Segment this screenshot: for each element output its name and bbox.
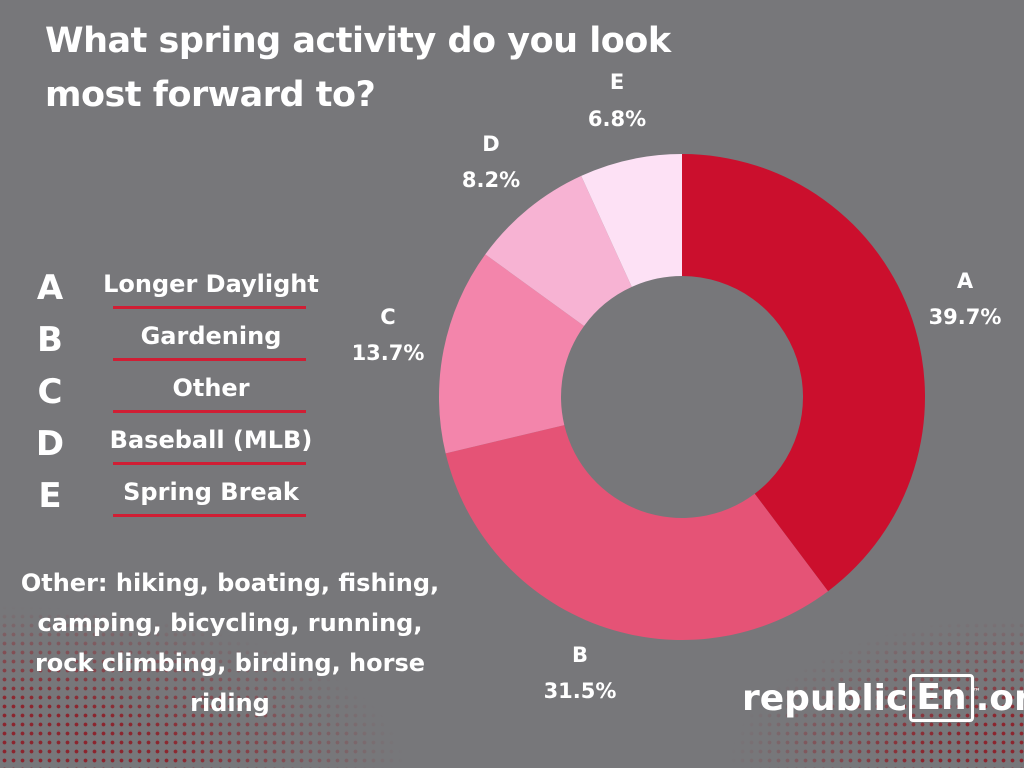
- legend-label: Gardening: [140, 322, 282, 350]
- slice-value-label-c: 13.7%: [352, 341, 425, 365]
- legend-item-e: E Spring Break: [30, 476, 330, 528]
- slice-value-label-e: 6.8%: [588, 107, 646, 131]
- legend-letter: E: [38, 476, 62, 516]
- legend-underline: [113, 306, 306, 309]
- donut-slice-c: [439, 254, 585, 454]
- legend-label: Other: [172, 374, 250, 402]
- slice-value-label-d: 8.2%: [462, 168, 520, 192]
- brand-logo: republic En ™ .org: [742, 670, 1024, 726]
- slice-label-c: C: [380, 305, 395, 329]
- slice-label-b: B: [572, 643, 588, 667]
- legend: A Longer Daylight B Gardening C Other D …: [30, 268, 330, 528]
- donut-slice-e: [581, 154, 682, 287]
- legend-item-b: B Gardening: [30, 320, 330, 372]
- legend-item-c: C Other: [30, 372, 330, 424]
- legend-label: Spring Break: [123, 478, 299, 506]
- legend-underline: [113, 410, 306, 413]
- legend-letter: D: [35, 424, 65, 464]
- slice-value-label-a: 39.7%: [929, 305, 1002, 329]
- legend-label: Longer Daylight: [103, 270, 319, 298]
- legend-underline: [113, 462, 306, 465]
- slice-label-a: A: [957, 269, 974, 293]
- slice-label-d: D: [482, 132, 499, 156]
- legend-letter: A: [36, 268, 64, 308]
- legend-item-d: D Baseball (MLB): [30, 424, 330, 476]
- brand-prefix: republic: [742, 677, 908, 719]
- other-activities-note: Other: hiking, boating, fishing, camping…: [20, 569, 440, 717]
- chart-title: What spring activity do you look most fo…: [45, 21, 671, 115]
- brand-boxed-text: En ™: [909, 674, 981, 722]
- slice-label-e: E: [610, 70, 624, 94]
- legend-item-a: A Longer Daylight: [30, 268, 330, 320]
- legend-label: Baseball (MLB): [109, 426, 313, 454]
- brand-boxed-letters: En: [916, 677, 967, 718]
- legend-underline: [113, 514, 306, 517]
- legend-underline: [113, 358, 306, 361]
- donut-slice-d: [485, 175, 632, 326]
- brand-suffix: .org: [975, 677, 1024, 719]
- legend-letter: C: [37, 372, 63, 412]
- legend-letter: B: [37, 320, 63, 360]
- slice-value-label-b: 31.5%: [544, 679, 617, 703]
- trademark-mark: ™: [972, 687, 981, 696]
- donut-slice-b: [445, 425, 829, 640]
- donut-slice-a: [682, 154, 925, 592]
